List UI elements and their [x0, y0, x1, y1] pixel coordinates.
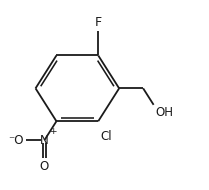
Text: F: F: [95, 16, 102, 29]
Text: ⁻O: ⁻O: [8, 134, 24, 147]
Text: Cl: Cl: [101, 130, 112, 143]
Text: OH: OH: [155, 106, 173, 119]
Text: O: O: [40, 160, 49, 173]
Text: +: +: [49, 127, 56, 136]
Text: N: N: [40, 134, 49, 147]
